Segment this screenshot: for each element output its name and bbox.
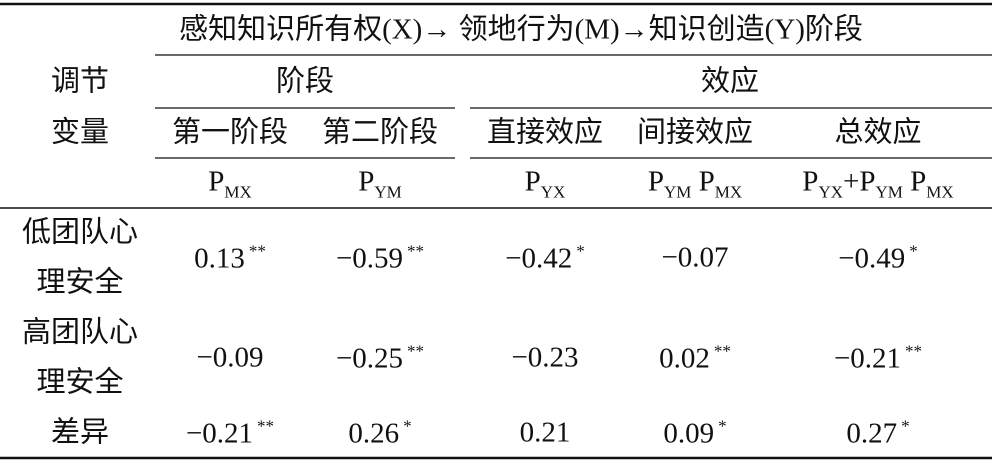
group-header: 阶段 xyxy=(275,65,335,98)
row-label: 理安全 xyxy=(36,266,124,299)
path-base: P xyxy=(902,165,927,198)
path-sub: YX xyxy=(818,182,844,202)
path-label: PMX xyxy=(208,165,252,202)
cell: −0.21 ** xyxy=(186,418,274,449)
row-label: 低团队心 xyxy=(21,216,139,249)
cell-value: −0.21 xyxy=(833,342,902,375)
significance: ** xyxy=(905,341,923,361)
path-base: P xyxy=(524,165,541,198)
path-sub: MX xyxy=(926,182,954,202)
significance: ** xyxy=(257,416,275,436)
cell: −0.49 * xyxy=(838,243,918,274)
significance: ** xyxy=(407,241,425,261)
path-base: P xyxy=(647,165,664,198)
significance: * xyxy=(901,416,910,436)
significance: ** xyxy=(248,241,266,261)
cell: 0.02 ** xyxy=(659,343,731,374)
cell: 0.09 * xyxy=(663,418,726,449)
significance: * xyxy=(718,416,727,436)
cell-value: −0.49 xyxy=(838,242,906,275)
significance: ** xyxy=(713,341,731,361)
cell-value: −0.07 xyxy=(661,241,729,274)
path-label: PYM xyxy=(358,165,402,202)
path-sub: YM xyxy=(374,182,402,202)
path-base: P xyxy=(802,165,819,198)
path-sub: MX xyxy=(714,182,743,202)
cell-value: 0.02 xyxy=(659,342,710,375)
path-base: +P xyxy=(843,165,876,198)
path-sub: MX xyxy=(224,182,252,202)
column-header: 直接效应 xyxy=(486,116,604,149)
cell-value: 0.26 xyxy=(348,417,400,450)
cell-value: −0.23 xyxy=(511,341,579,374)
cell: −0.23 xyxy=(511,341,579,374)
cell: 0.13 ** xyxy=(194,243,266,274)
path-label: PYX xyxy=(524,165,566,202)
cell-value: 0.09 xyxy=(663,417,715,450)
cell: 0.26 * xyxy=(348,418,411,449)
cell: 0.27 * xyxy=(846,418,909,449)
group-header: 效应 xyxy=(700,65,760,98)
cell: −0.07 xyxy=(661,241,729,274)
cell: −0.25 ** xyxy=(336,343,424,374)
cell-value: −0.25 xyxy=(335,342,404,375)
cell-value: −0.42 xyxy=(505,242,573,275)
significance: * xyxy=(403,416,412,436)
path-base: P xyxy=(358,165,375,198)
cell: −0.42 * xyxy=(505,243,585,274)
row-label: 差异 xyxy=(50,416,110,449)
cell: 0.21 xyxy=(519,416,571,449)
cell-value: 0.13 xyxy=(194,242,245,275)
significance: ** xyxy=(407,341,425,361)
significance: * xyxy=(576,241,585,261)
table-title: 感知知识所有权(X)→ 领地行为(M)→知识创造(Y)阶段 xyxy=(179,13,863,46)
path-sub: YM xyxy=(875,182,903,202)
path-sub: YM xyxy=(663,182,692,202)
cell: −0.21 ** xyxy=(834,343,922,374)
cell-value: −0.21 xyxy=(185,417,254,450)
path-label: PYM PMX xyxy=(647,165,743,202)
cell: −0.09 xyxy=(196,341,264,374)
row-label: 理安全 xyxy=(36,366,124,399)
significance: * xyxy=(909,241,918,261)
cell-value: 0.21 xyxy=(519,416,571,449)
row-header: 调节 xyxy=(50,65,110,98)
cell-value: −0.59 xyxy=(335,242,404,275)
cell-value: 0.27 xyxy=(846,417,898,450)
cell-value: −0.09 xyxy=(196,341,264,374)
row-header: 变量 xyxy=(50,116,110,149)
path-base: P xyxy=(208,165,225,198)
path-sub: YX xyxy=(540,182,566,202)
column-header: 第二阶段 xyxy=(321,116,439,149)
cell: −0.59 ** xyxy=(336,243,424,274)
column-header: 第一阶段 xyxy=(171,116,289,149)
path-base: P xyxy=(691,165,715,198)
path-label: PYX+PYM PMX xyxy=(802,165,954,202)
column-header: 间接效应 xyxy=(636,116,754,149)
column-header: 总效应 xyxy=(834,116,922,149)
row-label: 高团队心 xyxy=(21,316,139,349)
